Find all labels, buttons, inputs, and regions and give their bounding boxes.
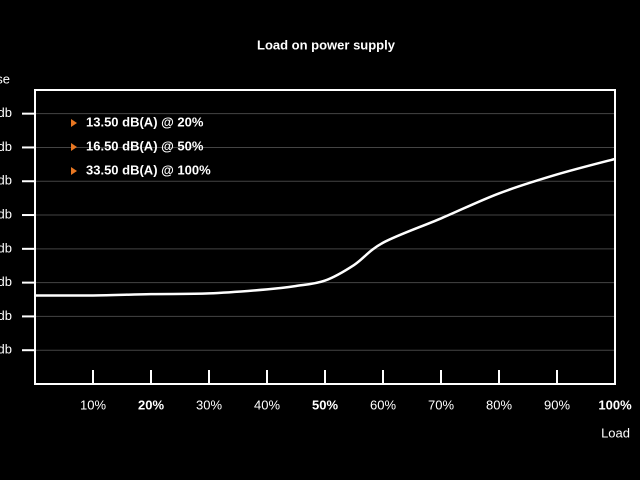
x-axis-label: Load: [601, 425, 630, 440]
x-tick-label: 80%: [486, 397, 512, 412]
x-tick-label: 30%: [196, 397, 222, 412]
y-tick-label: db: [0, 105, 12, 120]
y-tick-label: db: [0, 308, 12, 323]
chart-title: Load on power supply: [257, 37, 396, 52]
x-tick-label: 90%: [544, 397, 570, 412]
y-tick-label: db: [0, 240, 12, 255]
y-tick-label: db: [0, 342, 12, 357]
x-tick-label: 60%: [370, 397, 396, 412]
y-tick-label: db: [0, 274, 12, 289]
x-tick-label: 20%: [138, 397, 164, 412]
plot-frame: [34, 89, 616, 385]
annotation-marker: [71, 119, 77, 127]
y-tick-label: db: [0, 173, 12, 188]
noise-line: [34, 157, 616, 297]
annotation-marker: [71, 167, 77, 175]
x-tick-label: 100%: [598, 397, 632, 412]
y-tick-label: db: [0, 206, 12, 221]
annotation: 16.50 dB(A) @ 50%: [86, 138, 204, 153]
y-tick-label: db: [0, 139, 12, 154]
annotation-marker: [71, 143, 77, 151]
x-tick-label: 50%: [312, 397, 338, 412]
annotation: 13.50 dB(A) @ 20%: [86, 114, 204, 129]
y-axis-label: se: [0, 71, 10, 86]
annotation: 33.50 dB(A) @ 100%: [86, 162, 211, 177]
x-tick-label: 10%: [80, 397, 106, 412]
x-tick-label: 40%: [254, 397, 280, 412]
x-tick-label: 70%: [428, 397, 454, 412]
